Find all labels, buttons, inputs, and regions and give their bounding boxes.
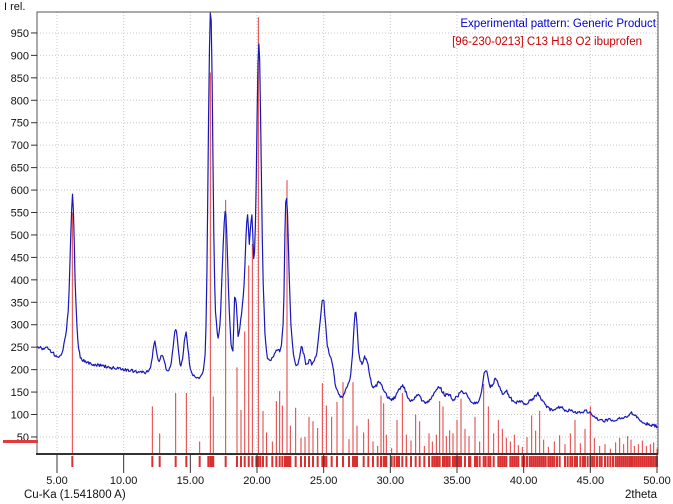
x-tick-label: 30.00 bbox=[377, 475, 405, 487]
experimental-pattern-curve bbox=[36, 12, 658, 429]
y-tick-label: 250 bbox=[11, 342, 29, 354]
x-tick-label: 40.00 bbox=[510, 475, 538, 487]
y-tick-label: 400 bbox=[11, 275, 29, 287]
y-tick-label: 300 bbox=[11, 320, 29, 332]
y-tick-label: 100 bbox=[11, 410, 29, 422]
legend-reference: [96-230-0213] C13 H18 O2 ibuprofen bbox=[452, 36, 642, 48]
reference-tick-row bbox=[71, 456, 658, 467]
y-tick-label: 650 bbox=[11, 163, 29, 175]
y-tick-label: 450 bbox=[11, 252, 29, 264]
y-tick-label: 750 bbox=[11, 118, 29, 130]
x-tick-label: 35.00 bbox=[443, 475, 471, 487]
y-axis-title: I rel. bbox=[4, 1, 25, 13]
y-tick-label: 350 bbox=[11, 297, 29, 309]
y-tick-label: 700 bbox=[11, 140, 29, 152]
legend-experimental: Experimental pattern: Generic Product bbox=[460, 18, 656, 30]
y-tick-label: 950 bbox=[11, 28, 29, 40]
y-tick-label: 200 bbox=[11, 365, 29, 377]
x-axis-title: 2theta bbox=[625, 489, 658, 501]
y-tick-label: 900 bbox=[11, 50, 29, 62]
x-tick-label: 15.00 bbox=[177, 475, 205, 487]
gridlines bbox=[37, 12, 658, 454]
x-tick-label: 20.00 bbox=[243, 475, 271, 487]
x-tick-label: 45.00 bbox=[577, 475, 605, 487]
y-tick-label: 800 bbox=[11, 95, 29, 107]
x-tick-label: 50.00 bbox=[643, 475, 671, 487]
y-tick-label: 150 bbox=[11, 387, 29, 399]
x-tick-label: 25.00 bbox=[310, 475, 338, 487]
y-tick-label: 850 bbox=[11, 73, 29, 85]
y-tick-label: 600 bbox=[11, 185, 29, 197]
y-tick-label: 500 bbox=[11, 230, 29, 242]
axes: 5010015020025030035040045050055060065070… bbox=[11, 11, 671, 487]
y-tick-label: 550 bbox=[11, 208, 29, 220]
x-tick-label: 5.00 bbox=[46, 475, 67, 487]
anode-wavelength-label: Cu-Ka (1.541800 A) bbox=[24, 489, 126, 501]
x-tick-label: 10.00 bbox=[110, 475, 138, 487]
reference-pattern-sticks bbox=[71, 17, 658, 453]
